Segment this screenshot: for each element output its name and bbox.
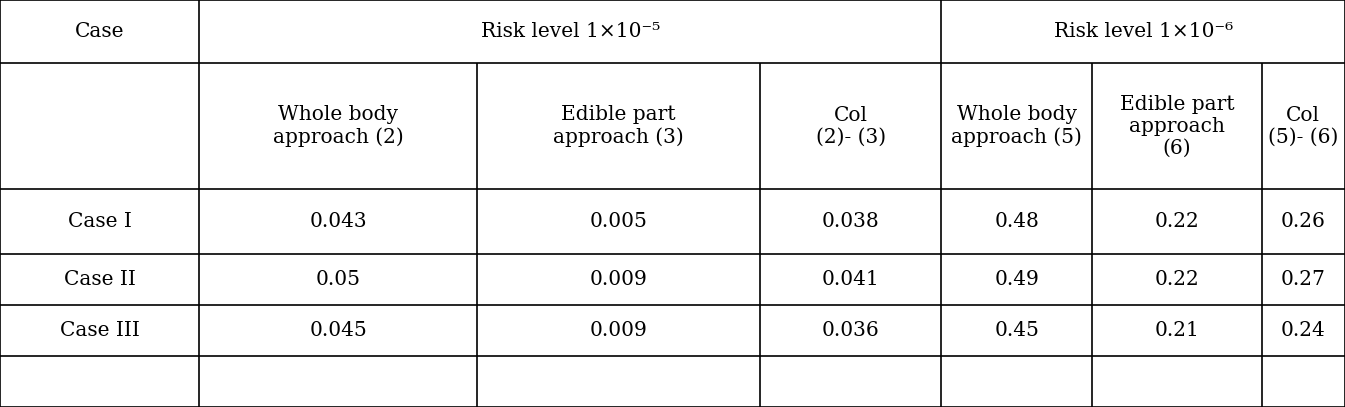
Text: Col
(5)- (6): Col (5)- (6) bbox=[1268, 106, 1338, 147]
Text: 0.26: 0.26 bbox=[1280, 212, 1326, 231]
Text: 0.27: 0.27 bbox=[1280, 270, 1326, 289]
Text: Whole body
approach (2): Whole body approach (2) bbox=[273, 105, 404, 147]
Text: 0.05: 0.05 bbox=[316, 270, 360, 289]
Text: Case III: Case III bbox=[59, 321, 140, 340]
Text: 0.48: 0.48 bbox=[994, 212, 1040, 231]
Text: 0.038: 0.038 bbox=[822, 212, 880, 231]
Text: 0.22: 0.22 bbox=[1154, 212, 1200, 231]
Text: 0.21: 0.21 bbox=[1154, 321, 1200, 340]
Text: 0.49: 0.49 bbox=[994, 270, 1040, 289]
Text: 0.041: 0.041 bbox=[822, 270, 880, 289]
Text: Whole body
approach (5): Whole body approach (5) bbox=[951, 105, 1083, 147]
Text: Col
(2)- (3): Col (2)- (3) bbox=[815, 106, 886, 147]
Text: Case: Case bbox=[75, 22, 124, 41]
Text: 0.036: 0.036 bbox=[822, 321, 880, 340]
Text: Case I: Case I bbox=[67, 212, 132, 231]
Text: 0.24: 0.24 bbox=[1280, 321, 1326, 340]
Text: Case II: Case II bbox=[63, 270, 136, 289]
Text: Edible part
approach
(6): Edible part approach (6) bbox=[1119, 95, 1235, 158]
Text: Edible part
approach (3): Edible part approach (3) bbox=[553, 105, 685, 147]
Text: 0.45: 0.45 bbox=[994, 321, 1040, 340]
Text: 0.005: 0.005 bbox=[589, 212, 648, 231]
Text: 0.043: 0.043 bbox=[309, 212, 367, 231]
Text: 0.009: 0.009 bbox=[589, 321, 648, 340]
Text: Risk level 1×10⁻⁵: Risk level 1×10⁻⁵ bbox=[480, 22, 660, 41]
Text: 0.009: 0.009 bbox=[589, 270, 648, 289]
Text: 0.22: 0.22 bbox=[1154, 270, 1200, 289]
Text: Risk level 1×10⁻⁶: Risk level 1×10⁻⁶ bbox=[1053, 22, 1233, 41]
Text: 0.045: 0.045 bbox=[309, 321, 367, 340]
